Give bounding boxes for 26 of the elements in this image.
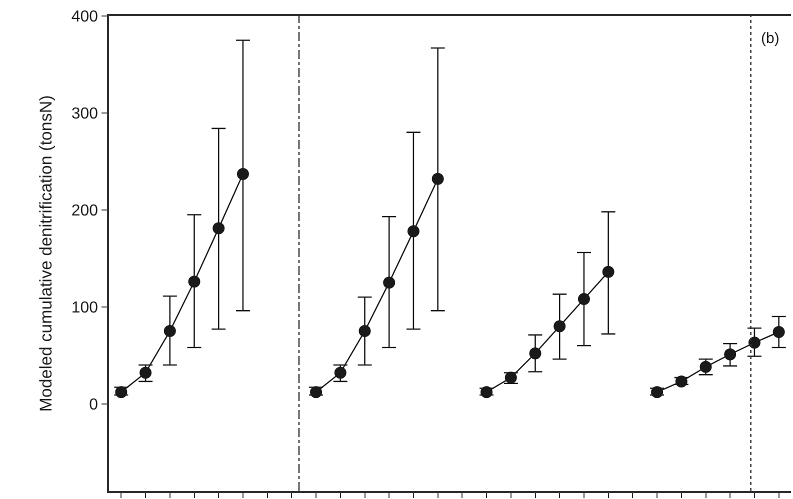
point [383, 276, 396, 289]
point [748, 336, 760, 349]
point [432, 172, 444, 185]
point [602, 266, 614, 278]
y-tick-label: 100 [71, 299, 98, 316]
y-axis-title: Modeled cumulative denitrification (tonsN) [36, 95, 56, 412]
point [212, 222, 225, 234]
point [164, 325, 176, 338]
point [480, 386, 493, 398]
point [578, 293, 590, 306]
point [724, 348, 736, 360]
y-tick-label: 200 [71, 202, 98, 220]
point [407, 225, 420, 238]
point [651, 386, 664, 398]
point [115, 386, 128, 398]
y-tick-label: 0 [89, 396, 98, 414]
annotation: (b) [761, 30, 780, 47]
point [310, 386, 322, 398]
point [554, 320, 566, 332]
point [529, 347, 542, 360]
point [772, 326, 785, 338]
y-tick-label: 300 [71, 106, 98, 123]
point [236, 168, 249, 180]
point [188, 276, 200, 288]
y-tick-label: 400 [71, 8, 98, 26]
point [358, 325, 371, 338]
